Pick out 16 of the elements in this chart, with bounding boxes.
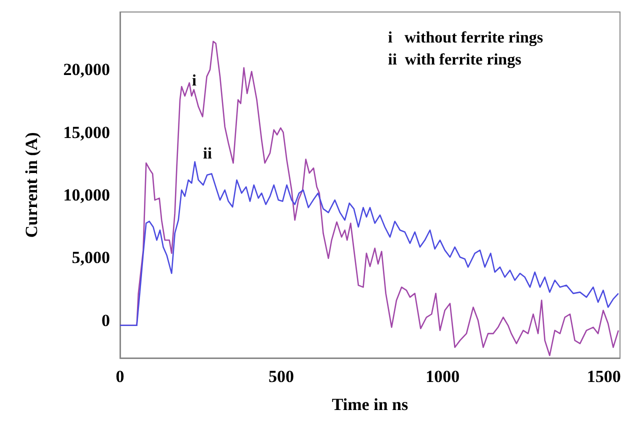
- annotation: ii: [203, 146, 212, 162]
- y-tick-label: 5,000: [72, 248, 110, 268]
- y-tick-label: 15,000: [63, 122, 110, 142]
- annotation: ii with ferrite rings: [388, 52, 522, 68]
- x-tick-label: 500: [268, 367, 294, 386]
- x-tick-label: 0: [116, 367, 124, 386]
- line-series: [119, 161, 620, 326]
- y-axis-title: Current in (A): [22, 132, 41, 238]
- y-tick-label: 0: [102, 310, 110, 330]
- x-tick-label: 1000: [426, 367, 460, 386]
- annotation: i without ferrite rings: [388, 30, 544, 46]
- x-axis-title: Time in ns: [332, 395, 408, 414]
- x-tick-label: 1500: [586, 367, 621, 386]
- y-tick-label: 20,000: [63, 60, 110, 80]
- annotation: i: [192, 72, 197, 90]
- y-tick-label: 10,000: [63, 186, 110, 205]
